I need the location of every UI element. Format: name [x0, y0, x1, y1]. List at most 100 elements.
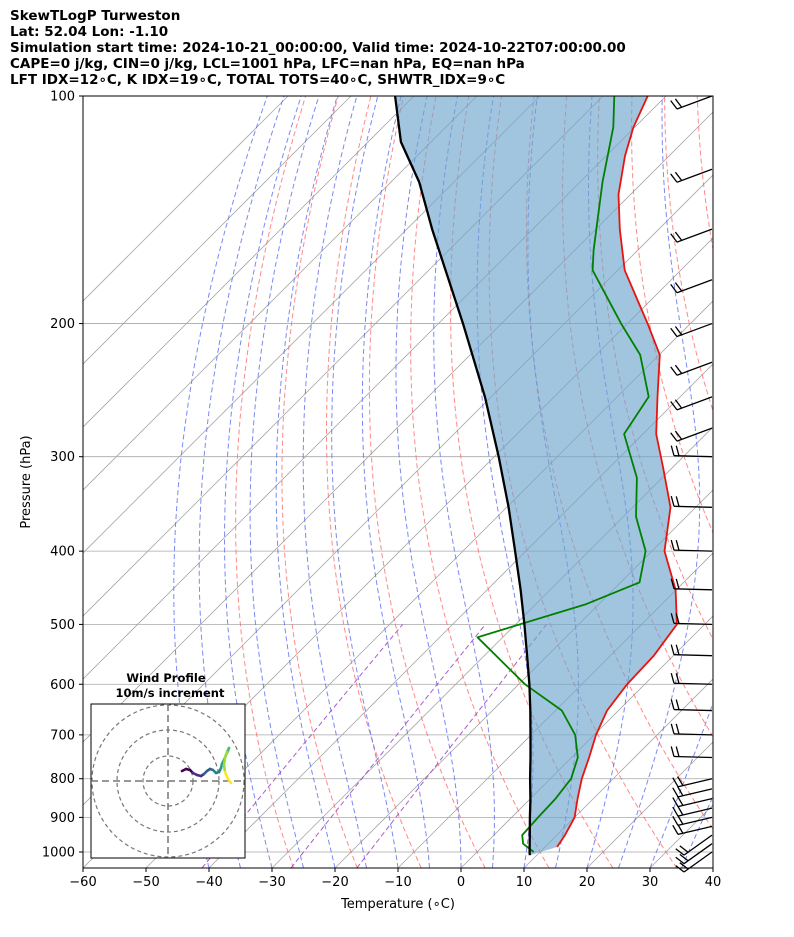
dry-adiabat-line [664, 96, 713, 413]
moist-adiabat-line [198, 96, 285, 868]
wind-barb [672, 776, 713, 788]
dry-adiabat-line [730, 96, 794, 868]
dry-adiabat-line [696, 96, 713, 252]
moist-adiabat-line [395, 96, 462, 868]
y-tick-label: 900 [50, 811, 75, 826]
dry-adiabat-line [326, 96, 422, 868]
isotherm-line [334, 489, 713, 868]
moist-adiabat-line [275, 96, 338, 868]
wind-barb [670, 396, 713, 411]
x-tick-label: −30 [258, 875, 285, 890]
isotherm-line [83, 96, 415, 428]
wind-barb [670, 168, 713, 183]
wind-barb [670, 445, 713, 458]
skewt-data [393, 96, 678, 856]
isotherm-line [397, 552, 713, 868]
moist-adiabat-line [361, 96, 430, 868]
moist-adiabat-line [331, 96, 399, 868]
y-tick-label: 400 [50, 545, 75, 560]
x-tick-label: −60 [69, 875, 96, 890]
dewpoint-profile-line [476, 96, 650, 853]
isotherm-line [523, 678, 713, 868]
wind-barb [672, 796, 713, 808]
y-tick-label: 600 [50, 678, 75, 693]
y-tick-label: 100 [50, 90, 75, 105]
wind-barb [670, 644, 713, 657]
y-tick-label: 700 [50, 728, 75, 743]
isotherm-line [712, 867, 713, 868]
wind-barb [670, 95, 713, 110]
y-axis-label: Pressure (hPa) [19, 435, 34, 528]
chart-title-location: Lat: 52.04 Lon: -1.10 [10, 24, 169, 40]
mixing-ratio-line [201, 624, 403, 868]
y-tick-label: 500 [50, 618, 75, 633]
moist-adiabat-line [433, 96, 495, 868]
cin-shaded-area [395, 96, 677, 856]
isotherm-line [83, 96, 289, 302]
moist-adiabat-line [618, 96, 701, 868]
dry-adiabat-line [368, 96, 486, 868]
wind-barb [670, 322, 713, 338]
chart-title-block: SkewTLogP Turweston Lat: 52.04 Lon: -1.1… [10, 8, 790, 88]
x-tick-label: 30 [642, 875, 659, 890]
wind-barb [670, 361, 713, 376]
x-tick-label: −50 [132, 875, 159, 890]
wind-barbs [670, 95, 713, 873]
dry-adiabat-line [450, 96, 614, 868]
wind-barb [672, 805, 713, 817]
parcel-profile-line [393, 96, 532, 856]
x-tick-label: −10 [384, 875, 411, 890]
moist-adiabat-line [712, 866, 713, 868]
x-tick-label: −40 [195, 875, 222, 890]
chart-title-stability-indices: LFT IDX=12∘C, K IDX=19∘C, TOTAL TOTS=40∘… [10, 72, 506, 88]
temperature-profile-line [556, 96, 678, 848]
wind-barb [670, 673, 713, 685]
wind-barb [670, 228, 713, 243]
isotherm-line [83, 96, 352, 365]
wind-profile-subtitle: 10m/s increment [116, 686, 225, 700]
skewt-axes: −60 −50 −40 −30 −20 −10 0 10 20 30 40 100 200 300 400 5… [19, 90, 721, 913]
wind-barb [672, 814, 713, 827]
moist-adiabat-line [681, 794, 713, 868]
dry-adiabat-line [235, 96, 307, 868]
y-tick-label: 1000 [42, 845, 75, 860]
chart-title-station: SkewTLogP Turweston [10, 8, 181, 24]
wind-barb [675, 834, 713, 856]
hodograph-trace-segment [226, 777, 233, 785]
wind-barb [670, 578, 713, 591]
mixing-ratio-line [356, 624, 547, 868]
moist-adiabat-line [249, 96, 320, 868]
isotherm-line [83, 96, 478, 491]
isotherm-line [83, 96, 541, 554]
mixing-ratio-line [290, 624, 486, 868]
wind-barb [675, 843, 713, 865]
chart-title-times: Simulation start time: 2024-10-21_00:00:… [10, 40, 626, 56]
y-tick-label: 200 [50, 317, 75, 332]
wind-profile-title: Wind Profile [126, 671, 206, 685]
wind-barb [670, 427, 713, 442]
wind-barb [670, 723, 713, 736]
x-tick-label: 20 [579, 875, 596, 890]
moist-adiabat-line [745, 96, 794, 868]
isotherm-line [649, 804, 713, 868]
wind-barb [670, 746, 713, 759]
wind-barb [670, 496, 713, 508]
moist-adiabat-line [173, 96, 268, 868]
chart-title-cape-indices: CAPE=0 j/kg, CIN=0 j/kg, LCL=1001 hPa, L… [10, 56, 525, 72]
wind-barb [670, 613, 713, 626]
dry-adiabat-line [281, 96, 358, 868]
x-tick-label: −20 [321, 875, 348, 890]
dry-adiabat-line [762, 96, 794, 868]
x-tick-label: 40 [705, 875, 722, 890]
wind-barb [670, 539, 713, 552]
wind-barb [670, 699, 713, 712]
wind-barb [672, 786, 713, 798]
x-tick-label: 10 [516, 875, 533, 890]
wind-barb [670, 279, 713, 294]
moist-adiabat-line [649, 701, 713, 868]
moist-adiabat-line [224, 96, 302, 868]
moist-adiabat-line [302, 96, 367, 868]
y-tick-label: 300 [50, 450, 75, 465]
